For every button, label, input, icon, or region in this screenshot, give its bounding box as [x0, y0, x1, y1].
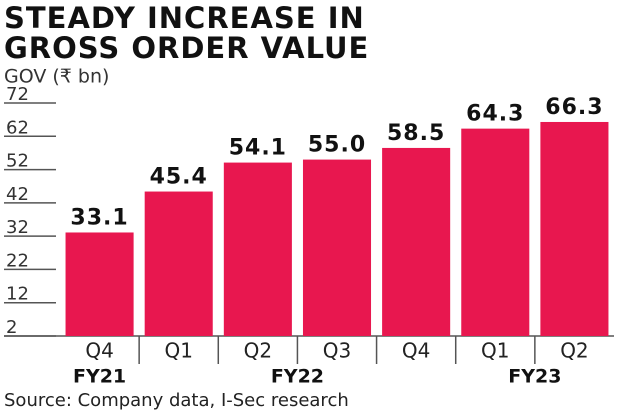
group-label: FY22 — [271, 366, 324, 388]
value-label: 66.3 — [545, 95, 603, 120]
value-label: 55.0 — [308, 133, 366, 158]
chart-title: STEADY INCREASE IN — [4, 1, 365, 35]
group-label: FY21 — [73, 366, 126, 388]
x-tick-label: Q2 — [560, 339, 588, 363]
y-tick-label: 32 — [6, 217, 29, 238]
source: Source: Company data, I-Sec research — [4, 390, 349, 411]
value-label: 64.3 — [466, 102, 524, 127]
y-tick-label: 52 — [6, 151, 29, 172]
y-tick-label: 22 — [6, 250, 29, 271]
bar — [223, 162, 292, 336]
y-tick-label: 62 — [6, 117, 29, 138]
x-tick-label: Q4 — [85, 339, 113, 363]
value-label: 33.1 — [70, 205, 128, 230]
x-tick-label: Q4 — [402, 339, 430, 363]
y-tick-label: 12 — [6, 284, 29, 305]
subtitle: GOV (₹ bn) — [4, 66, 109, 88]
y-tick-label: 72 — [6, 84, 29, 105]
bar — [65, 232, 134, 336]
x-tick-label: Q1 — [164, 339, 192, 363]
x-tick-label: Q2 — [244, 339, 272, 363]
value-label: 58.5 — [387, 121, 445, 146]
value-label: 45.4 — [150, 165, 208, 190]
bar — [382, 147, 451, 336]
group-label: FY23 — [508, 366, 561, 388]
bar — [540, 121, 609, 336]
value-label: 54.1 — [229, 136, 287, 161]
y-tick-label: 42 — [6, 184, 29, 205]
bar — [302, 159, 372, 336]
bar — [461, 128, 530, 336]
chart-title: GROSS ORDER VALUE — [4, 31, 369, 65]
y-tick-label: 2 — [6, 317, 17, 338]
x-tick-label: Q1 — [481, 339, 509, 363]
x-tick-label: Q3 — [323, 339, 351, 363]
bar — [144, 191, 213, 336]
